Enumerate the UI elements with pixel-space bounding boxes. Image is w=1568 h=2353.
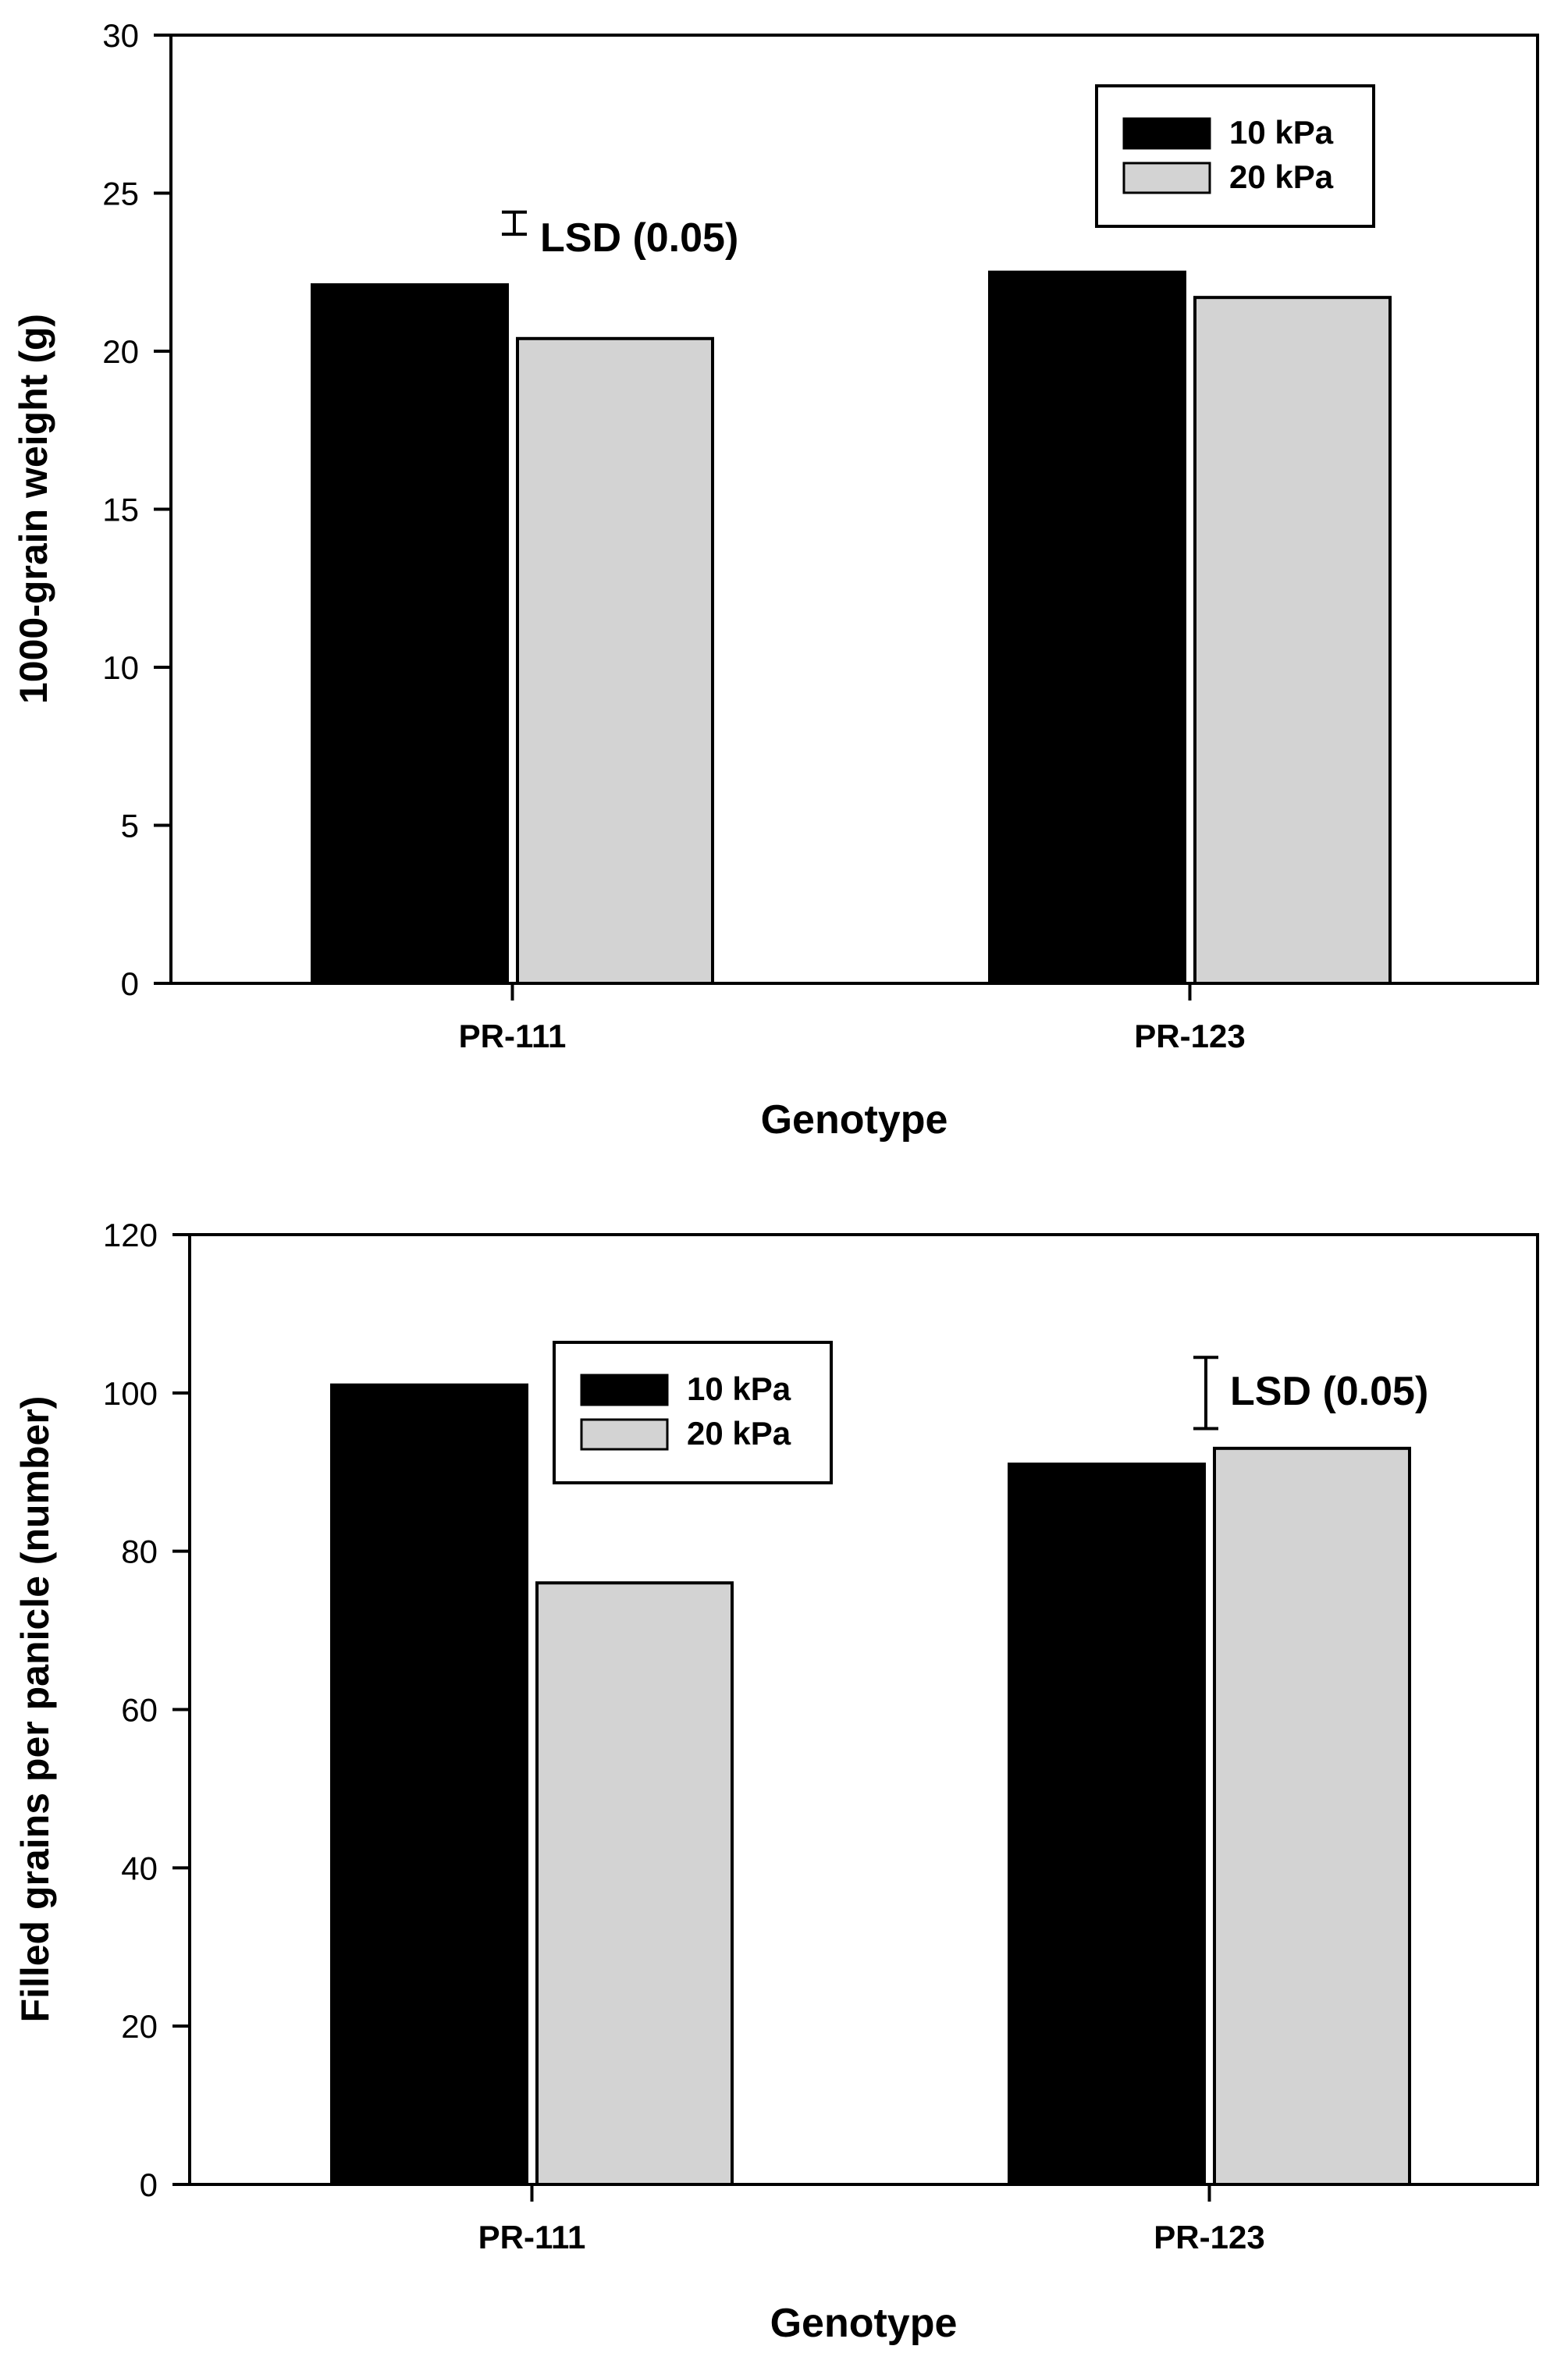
legend-swatch-10kpa xyxy=(580,1374,669,1406)
y-tick-label: 120 xyxy=(103,1217,158,1253)
legend: 10 kPa 20 kPa xyxy=(1095,84,1375,228)
bar-pr-111-20kpa xyxy=(516,336,714,985)
y-tick-label: 10 xyxy=(102,649,139,686)
bar-pr-111-20kpa xyxy=(535,1581,734,2186)
legend-label: 20 kPa xyxy=(1229,158,1334,195)
y-tick-label: 0 xyxy=(140,2166,158,2203)
x-axis-title: Genotype xyxy=(761,1097,948,1143)
legend-label: 10 kPa xyxy=(1229,114,1334,151)
y-tick-label: 0 xyxy=(121,965,139,1002)
y-tick-label: 80 xyxy=(121,1534,158,1570)
x-axis-title: Genotype xyxy=(770,2301,958,2346)
bar-pr-123-10kpa xyxy=(988,270,1186,985)
chart-panel-2: 0 20 40 60 80 100 120 PR-111 PR-123 Genotype Fille… xyxy=(13,1217,1539,2346)
bar-pr-111-10kpa xyxy=(311,283,509,985)
y-tick-label: 100 xyxy=(103,1375,158,1412)
lsd-indicator: LSD (0.05) xyxy=(502,210,738,261)
legend-label: 10 kPa xyxy=(687,1370,791,1407)
lsd-label: LSD (0.05) xyxy=(1230,1369,1428,1414)
lsd-label: LSD (0.05) xyxy=(540,215,738,261)
y-tick-label: 25 xyxy=(102,176,139,212)
y-tick-label: 60 xyxy=(121,1692,158,1729)
y-tick-label: 20 xyxy=(102,333,139,370)
y-tick-label: 40 xyxy=(121,1850,158,1886)
x-category-label: PR-111 xyxy=(478,2219,586,2255)
legend-box xyxy=(1095,84,1375,228)
legend: 10 kPa 20 kPa xyxy=(553,1341,833,1484)
bar-pr-123-10kpa xyxy=(1008,1463,1206,2186)
y-tick-label: 15 xyxy=(102,492,139,528)
y-tick-label: 5 xyxy=(121,808,139,844)
legend-swatch-20kpa xyxy=(580,1418,669,1451)
bar-pr-111-10kpa xyxy=(330,1383,528,2186)
chart-panel-1: 0 5 10 15 20 25 30 PR-111 PR-123 Genotype 1000-gra… xyxy=(12,17,1539,1143)
bar-pr-123-20kpa xyxy=(1193,296,1392,985)
legend-box xyxy=(553,1341,833,1484)
y-axis-title: 1000-grain weight (g) xyxy=(12,314,55,704)
bar-pr-123-20kpa xyxy=(1213,1446,1411,2186)
legend-swatch-10kpa xyxy=(1122,117,1211,150)
lsd-indicator: LSD (0.05) xyxy=(1193,1356,1428,1431)
x-category-label: PR-111 xyxy=(459,1018,567,1054)
x-category-label: PR-123 xyxy=(1154,2219,1264,2255)
y-tick-label: 20 xyxy=(121,2008,158,2045)
y-tick-label: 30 xyxy=(102,17,139,54)
x-category-label: PR-123 xyxy=(1134,1018,1245,1054)
legend-swatch-20kpa xyxy=(1122,162,1211,194)
legend-label: 20 kPa xyxy=(687,1415,791,1452)
y-axis-title: Filled grains per panicle (number) xyxy=(13,1396,57,2023)
